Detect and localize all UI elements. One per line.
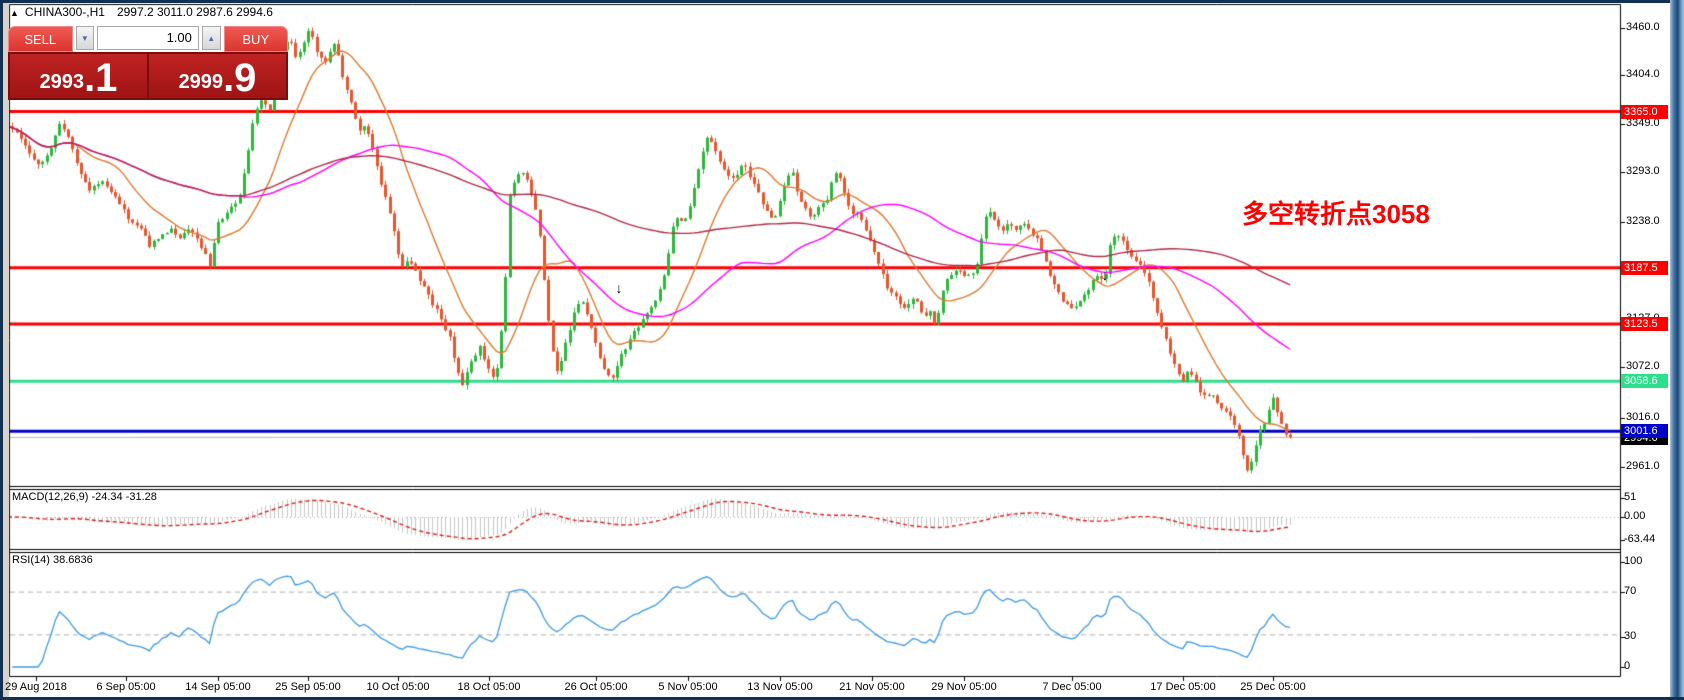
buy-button[interactable]: BUY <box>223 26 289 52</box>
price-tick: 2961.0 <box>1626 460 1660 472</box>
price-tick: 3404.0 <box>1626 68 1660 80</box>
time-label: 7 Dec 05:00 <box>1042 681 1102 693</box>
macd-tick: 51 <box>1624 491 1637 503</box>
resistance-label-3365: 3365.0 <box>1621 105 1668 119</box>
time-label: 25 Dec 05:00 <box>1240 681 1306 693</box>
window-border-bottom <box>0 697 1684 700</box>
time-label: 26 Oct 05:00 <box>564 681 628 693</box>
resistance-label-3187: 3187.5 <box>1621 261 1668 275</box>
time-label: 6 Sep 05:00 <box>96 681 156 693</box>
down-arrow-object[interactable]: ↓ <box>1101 267 1109 283</box>
price-tick: 3293.0 <box>1626 165 1660 177</box>
support-label-3001: 3001.6 <box>1621 424 1668 438</box>
time-label: 21 Nov 05:00 <box>839 681 905 693</box>
window-border-right[interactable] <box>1670 0 1684 700</box>
volume-up-button[interactable]: ▲ <box>201 26 221 50</box>
macd-tick: 0.00 <box>1624 510 1646 522</box>
one-click-trade-panel: SELL ▼ 1.00 ▲ BUY 2993 .1 2999 .9 <box>8 26 289 100</box>
macd-tick: -63.44 <box>1624 533 1656 545</box>
rsi-tick: 100 <box>1624 555 1643 567</box>
time-label: 13 Nov 05:00 <box>747 681 813 693</box>
time-label: 29 Nov 05:00 <box>931 681 997 693</box>
rsi-tick: 30 <box>1624 630 1637 642</box>
sell-price-pips: .1 <box>84 56 118 101</box>
price-tick: 3349.0 <box>1626 117 1660 129</box>
rsi-tick: 70 <box>1624 585 1637 597</box>
time-label: 14 Sep 05:00 <box>185 681 251 693</box>
rsi-tick: 0 <box>1624 660 1631 672</box>
window-border-left <box>0 0 3 700</box>
chinese-annotation: 多空转折点3058 <box>1242 199 1430 229</box>
time-label: 29 Aug 2018 <box>5 681 67 693</box>
sell-button[interactable]: SELL <box>8 26 73 52</box>
price-tick: 3072.0 <box>1626 360 1660 372</box>
ohlc-values: 2997.2 3011.0 2987.6 2994.6 <box>116 5 273 19</box>
window-margin-left <box>3 3 9 697</box>
price-tick: 3238.0 <box>1626 215 1660 227</box>
macd-indicator-label: MACD(12,26,9) -24.34 -31.28 <box>12 491 157 503</box>
down-arrow-object[interactable]: ↓ <box>615 280 623 296</box>
time-label: 10 Oct 05:00 <box>366 681 430 693</box>
window-border-top <box>0 0 1684 3</box>
time-label: 18 Oct 05:00 <box>457 681 521 693</box>
buy-price-box[interactable]: 2999 .9 <box>149 54 286 98</box>
time-label: 5 Nov 05:00 <box>658 681 718 693</box>
buy-price-pips: .9 <box>223 56 257 101</box>
price-tick: 3460.0 <box>1626 21 1660 33</box>
volume-input[interactable]: 1.00 <box>97 26 199 50</box>
resistance-label-3123: 3123.5 <box>1621 317 1668 331</box>
sell-price-main: 2993 <box>39 71 85 93</box>
symbol-timeframe: CHINA300-,H1 <box>24 5 105 19</box>
support-label-3058: 3058.6 <box>1621 374 1668 388</box>
sell-price-box[interactable]: 2993 .1 <box>10 54 147 98</box>
collapse-panel-icon[interactable]: ▲ <box>10 8 19 18</box>
volume-down-button[interactable]: ▼ <box>75 26 95 50</box>
price-tick: 3016.0 <box>1626 411 1660 423</box>
buy-price-main: 2999 <box>178 71 224 93</box>
rsi-indicator-label: RSI(14) 38.6836 <box>12 554 93 566</box>
time-label: 17 Dec 05:00 <box>1150 681 1216 693</box>
chart-title: ▲ CHINA300-,H1 2997.2 3011.0 2987.6 2994.6 <box>10 5 273 19</box>
time-label: 25 Sep 05:00 <box>275 681 341 693</box>
